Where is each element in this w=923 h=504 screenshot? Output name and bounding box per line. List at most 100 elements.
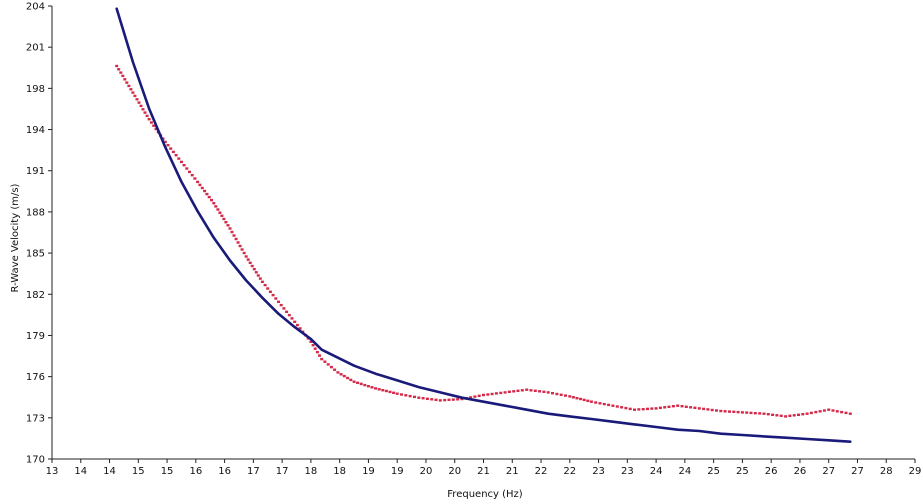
y-tick-label: 173 [26,413,45,424]
series-0-point [646,407,649,411]
series-0-point [533,389,537,392]
series-0-point [214,205,218,208]
series-0-point [586,399,590,402]
x-tick-label: 14 [74,466,87,477]
series-0-point [404,394,408,397]
series-0-point [654,407,658,410]
series-0-point [801,413,805,416]
x-tick-label: 19 [391,466,404,477]
x-tick-label: 23 [621,466,634,477]
x-tick-label: 13 [46,466,59,477]
series-0-point [637,408,641,411]
series-0-point [268,290,272,293]
x-tick-label: 24 [678,466,691,477]
series-0-point [230,230,234,234]
series-0-point [745,411,749,414]
series-layer [115,7,852,443]
y-tick-label: 179 [26,331,45,342]
series-0-point [749,411,753,415]
series-0-point [147,118,151,121]
series-0-point [203,189,207,193]
series-0-point [220,214,224,217]
series-0-point [242,251,246,255]
series-0-point [254,271,258,274]
series-0-point [579,397,583,401]
series-0-point [395,392,399,395]
series-0-point [323,360,327,363]
series-0-point [370,386,374,389]
series-0-point [594,401,598,404]
series-0-point [290,317,294,320]
series-0-point [611,404,615,407]
series-0-point [697,407,701,410]
series-0-point [490,392,494,396]
series-0-point [425,397,429,400]
x-tick-label: 17 [276,466,289,477]
y-tick-label: 182 [26,290,45,301]
series-0-point [671,405,675,408]
y-tick-label: 176 [26,372,45,383]
series-0-point [260,280,264,283]
series-0-point [154,127,158,131]
series-0-point [758,412,762,415]
series-0-point [438,399,442,402]
series-0-point [336,371,340,374]
series-0-point [295,323,299,327]
series-0-point [388,390,392,394]
series-0-point [835,410,839,413]
series-0-point [546,391,550,394]
series-0-point [516,389,520,392]
x-tick-label: 25 [736,466,749,477]
series-0-point [486,393,490,396]
series-0-point [224,221,228,224]
series-0-point [188,170,191,174]
series-0-point [366,385,370,388]
series-0-point [520,389,524,392]
series-0-point [736,410,740,414]
series-0-point [252,267,256,271]
series-0-point [529,389,533,392]
series-0-point [277,300,280,303]
series-0-point [182,164,186,167]
series-0-point [848,412,852,415]
series-0-point [680,405,684,408]
x-tick-label: 14 [103,466,116,477]
series-0-point [564,394,567,397]
series-0-point [507,390,511,393]
series-0-point [710,408,714,412]
y-tick-label: 170 [26,455,45,466]
series-0-point [131,91,135,94]
series-0-point [818,410,822,413]
series-0-point [246,258,250,261]
series-0-point [377,388,381,391]
series-0-point [494,392,498,395]
series-0-point [762,412,766,415]
series-0-point [152,124,156,127]
series-0-point [633,408,636,411]
x-tick-label: 16 [218,466,231,477]
series-0-point [115,64,119,68]
series-0-point [198,183,202,187]
series-0-point [792,414,796,417]
series-0-point [363,383,367,387]
series-0-point [551,392,554,395]
series-0-point [602,402,606,406]
y-tick-label: 198 [26,84,45,95]
series-0-point [127,84,131,88]
x-axis: 13 14 14 15 15 16 16 17 17 18 18 19 19 20 20 21 21 22 22 23… [46,458,921,477]
x-tick-label: 17 [247,466,260,477]
series-0-point [359,382,363,386]
x-tick-label: 21 [506,466,519,477]
series-0-point [185,167,189,170]
series-0-point [218,211,222,214]
series-0-point [667,405,671,408]
series-0-point [333,368,337,371]
series-0-point [620,406,624,409]
series-0-point [169,147,173,150]
series-0-point [575,397,579,400]
series-0-point [163,140,167,144]
series-0-point [797,413,800,416]
series-0-point [381,389,385,392]
x-tick-label: 22 [535,466,548,477]
series-0-point [141,108,145,111]
